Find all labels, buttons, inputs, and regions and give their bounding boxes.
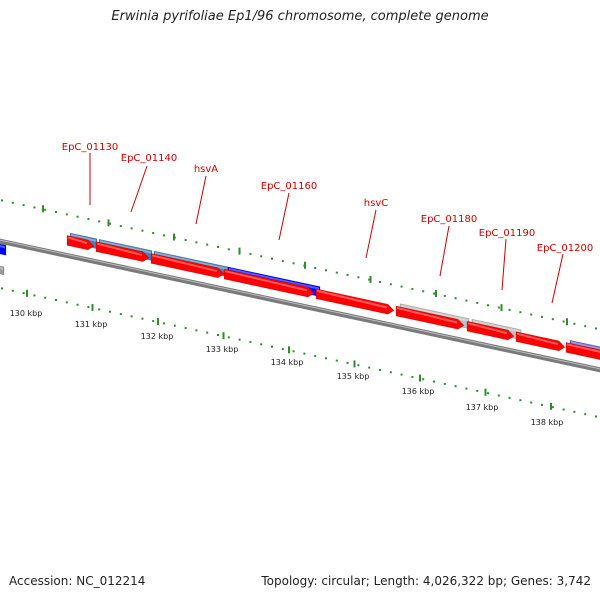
feature-red-3-highlight [151, 254, 218, 273]
feature-epc-01190-highlight [472, 320, 521, 333]
gene-label-hsvc: hsvC [364, 198, 388, 209]
feature-red-7-highlight [467, 322, 508, 335]
feature-red-7 [466, 320, 515, 341]
leader-hsvc [365, 209, 377, 259]
gene-label-epc-01200: EpC_01200 [537, 243, 593, 254]
feature-red-8 [515, 331, 566, 352]
inner-tick-ring [1, 287, 597, 418]
feature-red-1 [66, 235, 95, 251]
feature-red-5 [315, 288, 395, 315]
feature-lower-edge-highlight [0, 267, 4, 270]
kbp-label-131: 131 kbp [75, 320, 108, 329]
gene-label-epc-01130: EpC_01130 [62, 142, 118, 153]
feature-epc-01200-highlight [570, 341, 600, 350]
leader-epc-01180 [439, 225, 450, 277]
kbp-label-130: 130 kbp [10, 309, 43, 318]
leader-epc-01160 [278, 192, 290, 241]
leader-hsva [195, 175, 207, 225]
feature-hsva-highlight [154, 252, 228, 270]
feature-epc-01160-highlight [228, 267, 320, 290]
kbp-label-134: 134 kbp [271, 358, 304, 367]
feature-red-2-highlight [96, 242, 143, 256]
feature-red-8-highlight [516, 332, 559, 346]
gene-labels: EpC_01130 EpC_01140 hsvA EpC_01160 hsvC … [62, 142, 593, 304]
feature-upper-edge-highlight [0, 245, 6, 249]
kbp-label-136: 136 kbp [402, 387, 435, 396]
leader-epc-01140 [130, 165, 148, 213]
feature-red-4 [223, 268, 315, 298]
gene-label-epc-01180: EpC_01180 [421, 214, 477, 225]
feature-red-9 [565, 342, 600, 361]
feature-lower-edge [0, 265, 5, 276]
gene-label-hsva: hsvA [194, 164, 218, 175]
leader-epc-01200 [551, 253, 564, 304]
accession-text: Accession: NC_012214 [9, 574, 146, 588]
gene-label-epc-01190: EpC_01190 [479, 228, 535, 239]
feature-red-2 [95, 241, 150, 262]
feature-red-6-highlight [396, 306, 458, 324]
kbp-label-132: 132 kbp [141, 332, 174, 341]
kbp-label-137: 137 kbp [466, 403, 499, 412]
topology-text: Topology: circular; Length: 4,026,322 bp… [261, 574, 591, 588]
kbp-label-135: 135 kbp [337, 372, 370, 381]
feature-red-3 [150, 253, 225, 279]
gene-label-epc-01160: EpC_01160 [261, 181, 317, 192]
feature-track-upper [0, 232, 600, 358]
feature-upper-edge [0, 243, 7, 256]
gene-label-epc-01140: EpC_01140 [121, 153, 177, 164]
feature-red-4-highlight [224, 270, 308, 292]
feature-epc-01140-highlight [99, 240, 152, 254]
feature-red-5-highlight [316, 289, 388, 309]
outer-tick-ring [1, 199, 597, 330]
map-title: Erwinia pyrifoliae Ep1/96 chromosome, co… [111, 9, 489, 24]
kbp-label-138: 138 kbp [531, 418, 564, 427]
feature-track-lower [0, 235, 600, 361]
kbp-label-133: 133 kbp [206, 345, 239, 354]
genome-backbone [0, 238, 600, 373]
feature-epc-01130-highlight [70, 234, 97, 242]
leader-epc-01190 [501, 238, 507, 291]
feature-epc-01180-highlight [400, 304, 469, 322]
feature-red-6 [395, 305, 465, 330]
genome-backbone-highlight [0, 239, 600, 370]
feature-red-9-highlight [566, 343, 600, 353]
kbp-scale-labels: 130 kbp 131 kbp 132 kbp 133 kbp 134 kbp … [10, 309, 564, 427]
feature-red-1-highlight [67, 236, 88, 245]
